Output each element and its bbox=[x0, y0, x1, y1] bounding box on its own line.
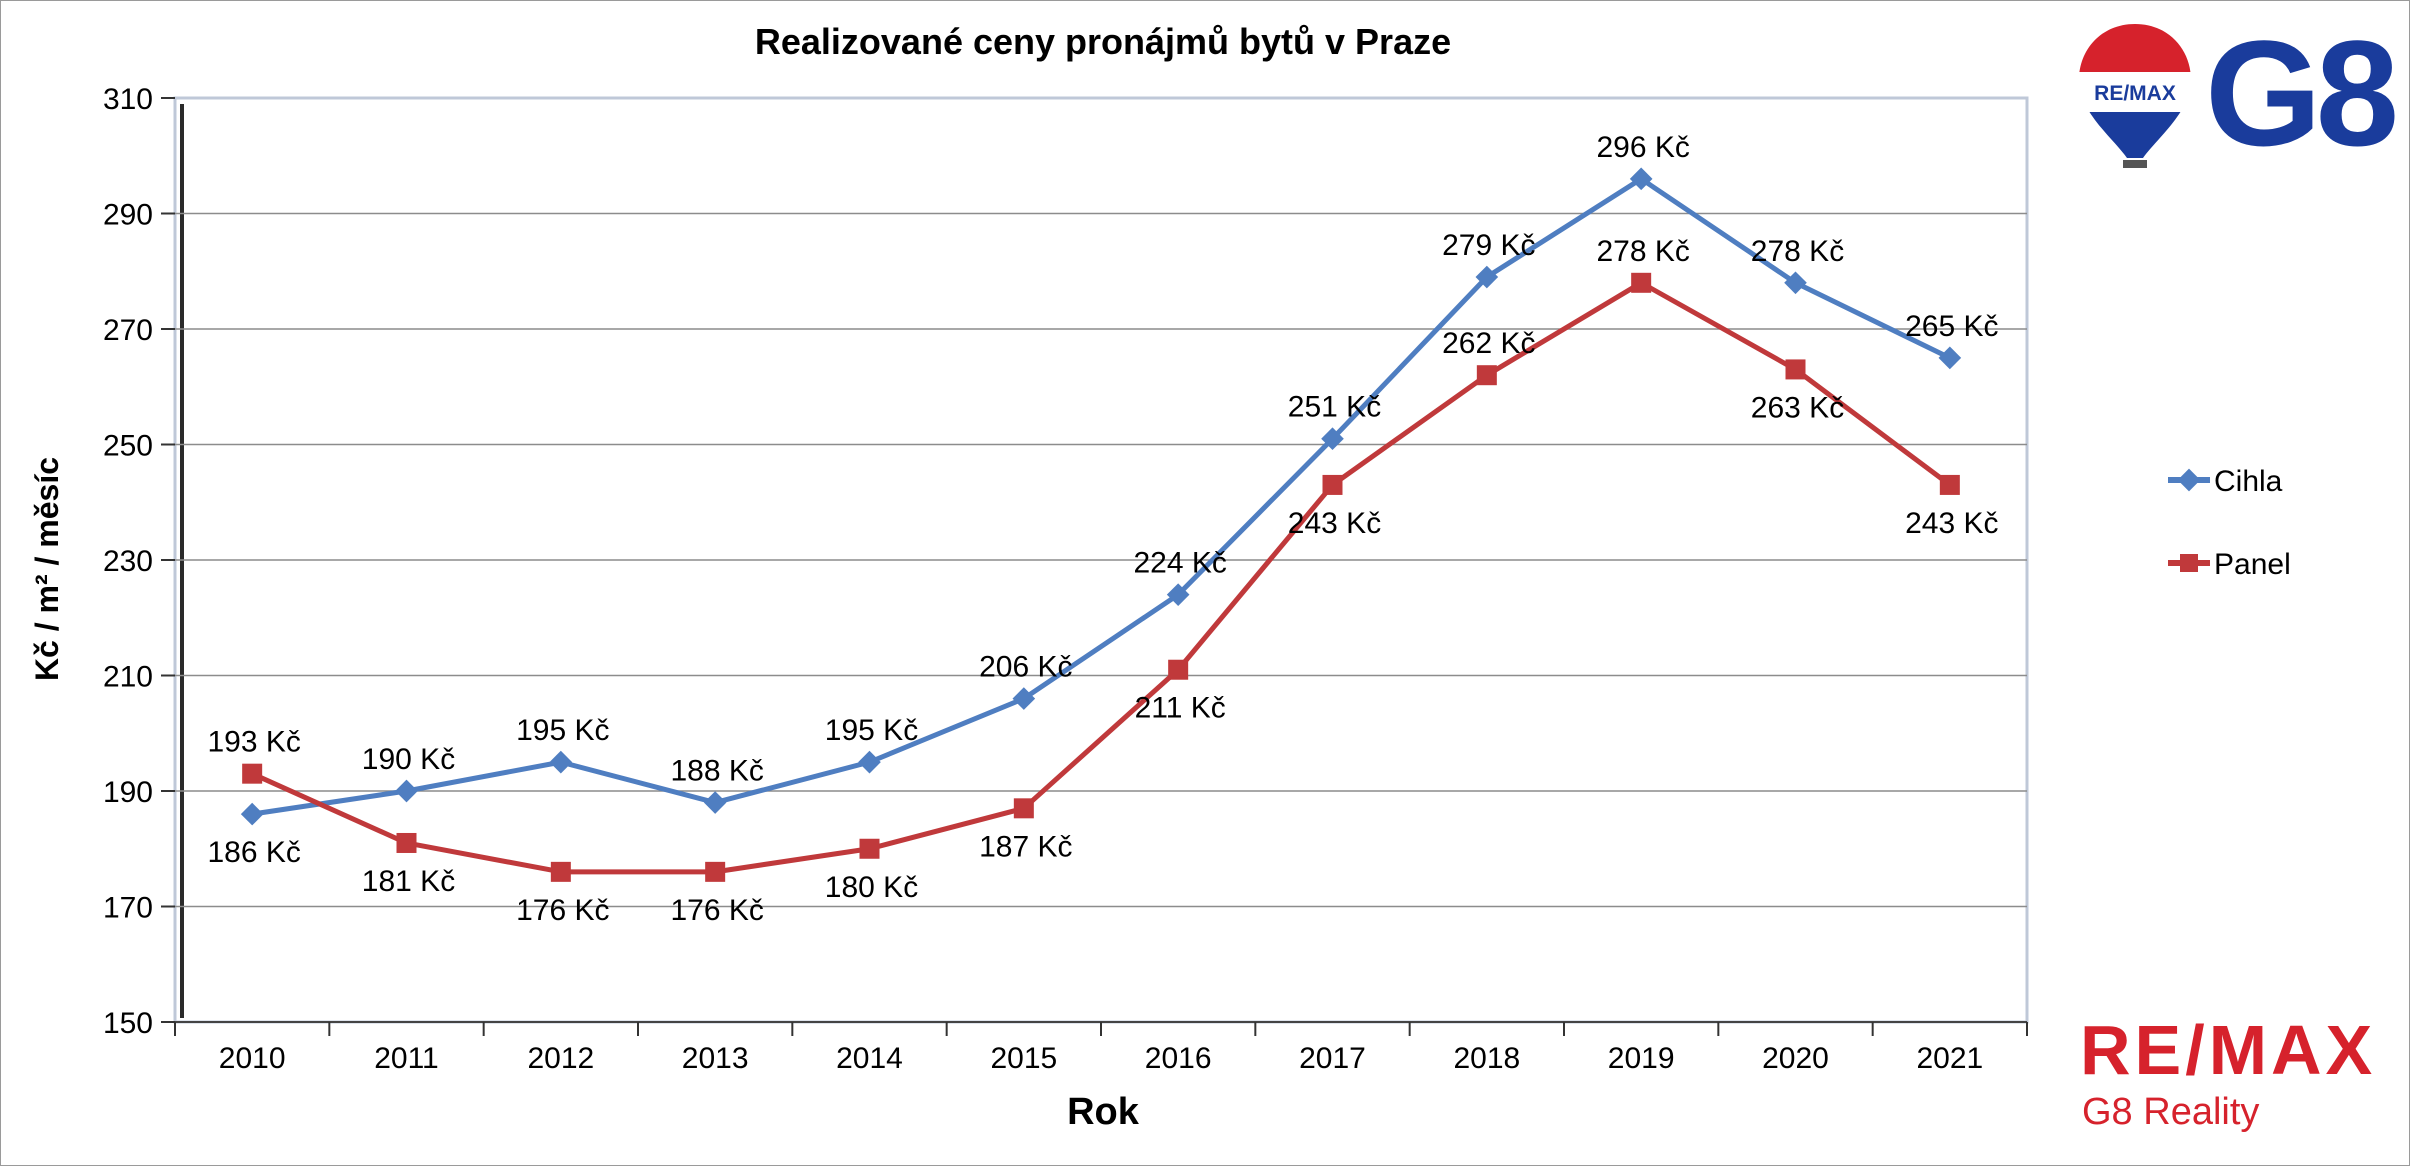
data-point-cihla bbox=[1938, 346, 1962, 370]
data-label-cihla: 188 Kč bbox=[670, 755, 763, 788]
x-axis-label: Rok bbox=[1067, 1091, 1140, 1133]
series-line-panel bbox=[251, 280, 1952, 875]
data-point-cihla bbox=[549, 750, 573, 774]
brand-subtitle: G8 Reality bbox=[2082, 1091, 2260, 1133]
data-point-cihla bbox=[1784, 271, 1807, 295]
data-label-panel: 278 Kč bbox=[1596, 235, 1689, 268]
x-tick-label: 2010 bbox=[219, 1042, 286, 1075]
remax-wordmark: RE/MAX bbox=[2080, 1011, 2377, 1089]
x-tick-label: 2016 bbox=[1145, 1042, 1212, 1075]
data-label-cihla: 251 Kč bbox=[1288, 391, 1381, 424]
data-label-cihla: 296 Kč bbox=[1596, 131, 1689, 164]
data-label-cihla: 195 Kč bbox=[516, 714, 609, 747]
legend-item-panel: Panel bbox=[2168, 548, 2291, 581]
data-point-cihla bbox=[1475, 265, 1499, 289]
remax-balloon-logo: RE/MAX bbox=[2079, 24, 2191, 168]
data-point-panel bbox=[1168, 659, 1189, 680]
data-label-cihla: 206 Kč bbox=[979, 651, 1072, 684]
data-point-panel bbox=[242, 763, 263, 784]
data-point-panel bbox=[1013, 798, 1034, 819]
data-point-panel bbox=[1785, 359, 1806, 380]
data-label-panel: 243 Kč bbox=[1288, 507, 1381, 540]
balloon-text: RE/MAX bbox=[2094, 82, 2176, 105]
data-point-panel bbox=[859, 838, 880, 859]
data-label-panel: 176 Kč bbox=[516, 894, 609, 927]
data-label-panel: 263 Kč bbox=[1751, 391, 1844, 424]
data-point-cihla bbox=[1166, 583, 1190, 606]
data-point-panel bbox=[550, 861, 571, 882]
x-tick-label: 2015 bbox=[990, 1042, 1057, 1075]
x-tick-label: 2011 bbox=[374, 1042, 439, 1075]
g8-logo: G8 bbox=[2205, 9, 2399, 177]
data-point-cihla bbox=[395, 779, 418, 803]
data-label-panel: 243 Kč bbox=[1905, 507, 1998, 540]
y-tick-label: 150 bbox=[103, 1007, 153, 1040]
y-tick-label: 230 bbox=[103, 545, 153, 578]
data-label-cihla: 265 Kč bbox=[1905, 310, 1998, 343]
data-point-cihla bbox=[1321, 427, 1344, 451]
data-label-cihla: 224 Kč bbox=[1133, 547, 1226, 580]
data-point-cihla bbox=[703, 791, 727, 814]
x-tick-label: 2019 bbox=[1608, 1042, 1675, 1075]
data-point-cihla bbox=[858, 750, 881, 774]
legend-marker-panel bbox=[2180, 554, 2198, 572]
data-label-panel: 193 Kč bbox=[207, 726, 300, 759]
data-label-cihla: 186 Kč bbox=[207, 836, 300, 869]
data-point-panel bbox=[705, 861, 726, 882]
x-tick-label: 2021 bbox=[1916, 1042, 1983, 1075]
data-label-panel: 180 Kč bbox=[825, 871, 918, 904]
y-axis-label: Kč / m² / měsíc bbox=[29, 457, 65, 681]
x-tick-label: 2012 bbox=[527, 1042, 594, 1075]
chart-title: Realizované ceny pronájmů bytů v Praze bbox=[755, 21, 1451, 62]
y-tick-label: 290 bbox=[103, 199, 153, 232]
data-label-cihla: 279 Kč bbox=[1442, 229, 1535, 262]
data-point-panel bbox=[396, 832, 417, 853]
data-label-panel: 262 Kč bbox=[1442, 327, 1535, 360]
data-point-panel bbox=[1476, 365, 1497, 386]
y-tick-label: 310 bbox=[103, 83, 153, 116]
legend-label-cihla: Cihla bbox=[2214, 465, 2283, 498]
legend-label-panel: Panel bbox=[2214, 548, 2291, 581]
legend-item-cihla: Cihla bbox=[2168, 465, 2283, 498]
data-point-panel bbox=[1631, 272, 1652, 293]
x-tick-label: 2020 bbox=[1762, 1042, 1829, 1075]
y-tick-label: 190 bbox=[103, 776, 153, 809]
x-tick-label: 2013 bbox=[682, 1042, 749, 1075]
data-point-cihla bbox=[1012, 687, 1036, 710]
y-tick-label: 210 bbox=[103, 661, 153, 694]
data-label-cihla: 278 Kč bbox=[1751, 235, 1844, 268]
y-tick-label: 250 bbox=[103, 430, 153, 463]
data-label-panel: 211 Kč bbox=[1135, 692, 1226, 725]
data-point-panel bbox=[1322, 474, 1343, 495]
legend: Cihla Panel bbox=[2168, 465, 2291, 581]
data-label-panel: 181 Kč bbox=[362, 865, 455, 898]
data-label-panel: 187 Kč bbox=[979, 830, 1072, 863]
x-tick-label: 2018 bbox=[1453, 1042, 1520, 1075]
x-tick-label: 2017 bbox=[1299, 1042, 1366, 1075]
data-label-panel: 176 Kč bbox=[670, 894, 763, 927]
data-point-panel bbox=[1939, 474, 1960, 495]
x-tick-label: 2014 bbox=[836, 1042, 903, 1075]
y-tick-label: 170 bbox=[103, 892, 153, 925]
legend-marker-cihla bbox=[2177, 468, 2201, 492]
series-line-cihla bbox=[251, 176, 1951, 817]
y-tick-label: 270 bbox=[103, 314, 153, 347]
data-label-cihla: 190 Kč bbox=[362, 743, 455, 776]
data-label-cihla: 195 Kč bbox=[825, 714, 918, 747]
